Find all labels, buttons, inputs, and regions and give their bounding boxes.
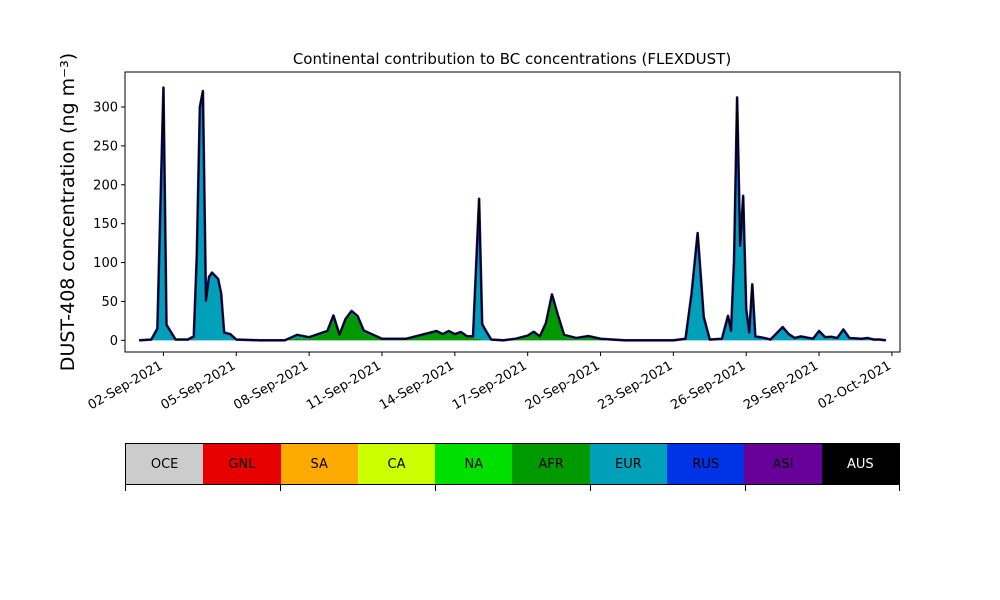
total-line (139, 86, 886, 342)
legend-tick (125, 485, 126, 491)
legend-entry-ca: CA (357, 444, 436, 484)
chart: Continental contribution to BC concentra… (57, 50, 901, 413)
x-tick-label: 29-Sep-2021 (741, 358, 821, 413)
x-tick-label: 05-Sep-2021 (158, 358, 238, 413)
y-tick-label: 300 (93, 101, 118, 116)
y-tick-label: 0 (110, 334, 118, 349)
x-tick-label: 02-Sep-2021 (86, 358, 166, 413)
y-axis-label: DUST-408 concentration (ng m⁻³) (57, 53, 79, 371)
legend-tick (435, 485, 436, 491)
plot-area (139, 86, 887, 342)
area-afr (139, 296, 886, 341)
total-outline-under (139, 86, 887, 342)
legend-entry-oce: OCE (126, 444, 204, 484)
legend-entry-eur: EUR (589, 444, 668, 484)
plot-frame (124, 71, 901, 353)
x-tick-label: 17-Sep-2021 (450, 358, 530, 413)
legend-ticks (125, 485, 900, 493)
x-tick-label: 14-Sep-2021 (377, 358, 457, 413)
axes: 0 50 100 150 200 250 300 02-Sep-202105-Sep-2021… (86, 71, 901, 413)
legend-entry-gnl: GNL (203, 444, 281, 484)
legend-tick (280, 485, 281, 491)
legend-tick (745, 485, 746, 491)
x-tick-label: 20-Sep-2021 (523, 358, 603, 413)
legend-entry-na: NA (435, 444, 513, 484)
x-tick-label: 11-Sep-2021 (304, 358, 384, 413)
legend-colorbar: OCE GNL SA CA NA AFR EUR RUS ASI AUS (125, 443, 900, 485)
y-tick-label: 250 (93, 139, 118, 154)
x-tick-label: 26-Sep-2021 (668, 358, 748, 413)
y-tick-label: 100 (93, 256, 118, 271)
legend-entry-sa: SA (280, 444, 358, 484)
x-tick-label: 02-Oct-2021 (816, 358, 894, 412)
x-tick-label: 08-Sep-2021 (231, 358, 311, 413)
legend-entry-asi: ASI (744, 444, 822, 484)
y-tick-label: 200 (93, 178, 118, 193)
y-tick-label: 150 (93, 217, 118, 232)
x-tick-label: 23-Sep-2021 (596, 358, 676, 413)
legend-tick (899, 485, 900, 491)
legend-entry-afr: AFR (512, 444, 590, 484)
legend-tick (590, 485, 591, 491)
area-ca (139, 87, 886, 341)
y-tick-label: 50 (101, 295, 118, 310)
legend-entry-aus: AUS (821, 444, 899, 484)
area-eur (139, 87, 886, 341)
legend-entry-rus: RUS (667, 444, 745, 484)
chart-title: Continental contribution to BC concentra… (293, 50, 731, 68)
